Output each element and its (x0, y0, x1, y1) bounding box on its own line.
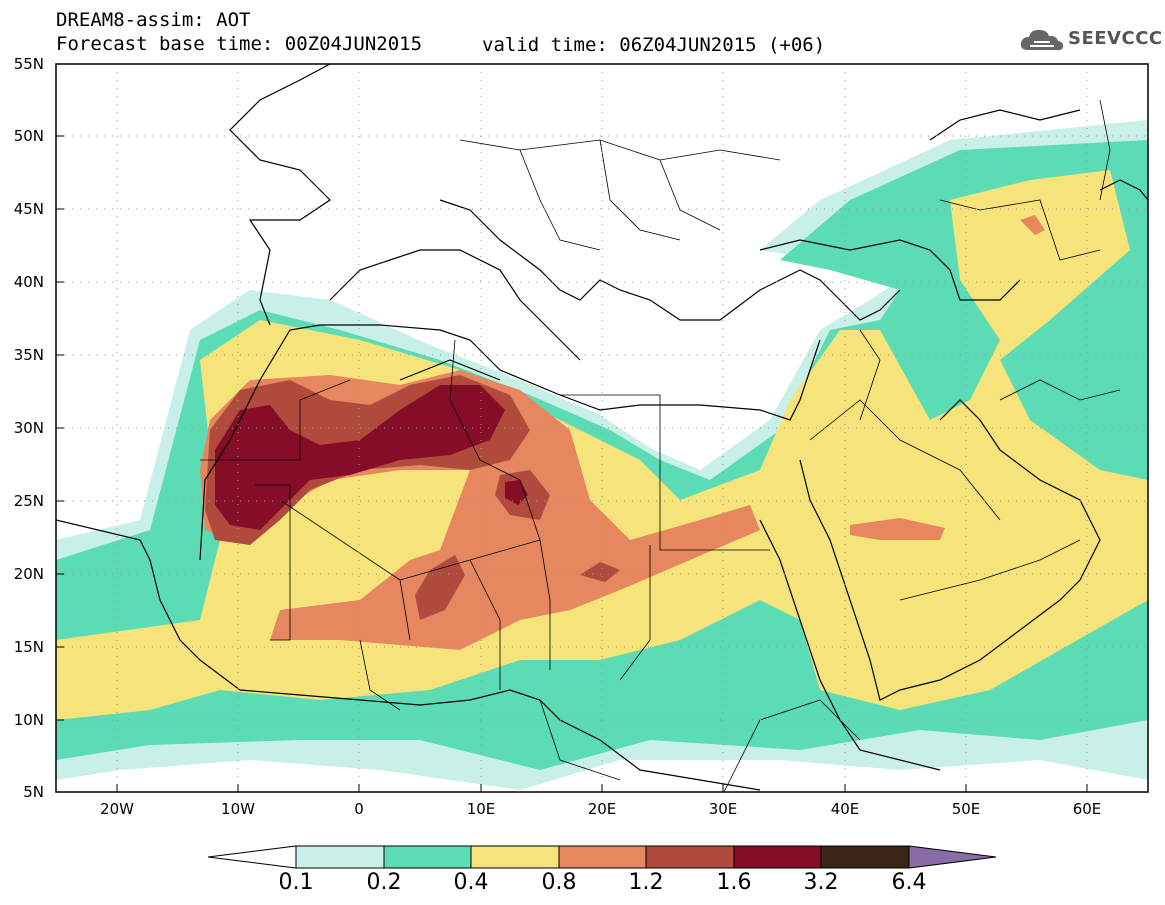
lon-label: 20E (587, 800, 617, 818)
lon-label: 40E (830, 800, 860, 818)
lat-label: 45N (13, 200, 44, 218)
lon-label: 50E (951, 800, 981, 818)
logo-text: SEEVCCC (1068, 28, 1163, 49)
lat-label: 40N (13, 273, 44, 291)
colorbar-bin-3.2 (820, 845, 910, 869)
colorbar-label: 0.4 (453, 870, 489, 895)
lat-label: 50N (13, 127, 44, 145)
cloud-icon (1020, 29, 1064, 51)
aot-band-1.6 (215, 385, 505, 530)
colorbar-label: 1.2 (628, 870, 664, 895)
aot-band-0.8-caspian (1020, 215, 1045, 235)
lat-label: 35N (13, 346, 44, 364)
colorbar-under-arrow (207, 845, 297, 869)
lat-label: 20N (13, 565, 44, 583)
lat-label: 5N (23, 783, 44, 801)
colorbar-bin-1.6 (733, 845, 822, 869)
lon-label: 30E (708, 800, 738, 818)
lat-label: 30N (13, 419, 44, 437)
colorbar (207, 845, 997, 869)
lon-label: 0 (354, 800, 364, 818)
colorbar-label: 0.2 (366, 870, 402, 895)
lat-label: 25N (13, 492, 44, 510)
lat-label: 55N (13, 55, 44, 73)
colorbar-bin-0.1 (295, 845, 385, 869)
colorbar-bin-1.2 (645, 845, 735, 869)
colorbar-over-arrow (908, 845, 997, 869)
colorbar-label: 0.8 (541, 870, 577, 895)
lon-label: 20W (100, 800, 134, 818)
valid-time: valid time: 06Z04JUN2015 (+06) (482, 34, 826, 56)
colorbar-label: 6.4 (891, 870, 927, 895)
colorbar-bin-0.2 (383, 845, 472, 869)
aot-band-1.2-c (415, 555, 465, 620)
lat-label: 15N (13, 638, 44, 656)
colorbar-label: 0.1 (278, 870, 314, 895)
lon-label: 60E (1072, 800, 1102, 818)
colorbar-label: 1.6 (716, 870, 752, 895)
colorbar-label: 3.2 (803, 870, 839, 895)
axis-ticks (56, 135, 1088, 792)
aot-band-1.2-d (580, 562, 620, 582)
aot-band-0.4 (56, 170, 1148, 720)
map-title: DREAM8-assim: AOT (56, 9, 251, 31)
coastlines (56, 64, 1148, 791)
lon-label: 10W (221, 800, 255, 818)
lat-label: 10N (13, 711, 44, 729)
lon-label: 10E (466, 800, 496, 818)
aot-band-0.8-arabia (850, 518, 945, 540)
seevccc-logo: SEEVCCC (1018, 24, 1162, 58)
colorbar-bin-0.4 (470, 845, 560, 869)
forecast-base-time: Forecast base time: 00Z04JUN2015 (56, 33, 423, 55)
colorbar-bin-0.8 (558, 845, 647, 869)
